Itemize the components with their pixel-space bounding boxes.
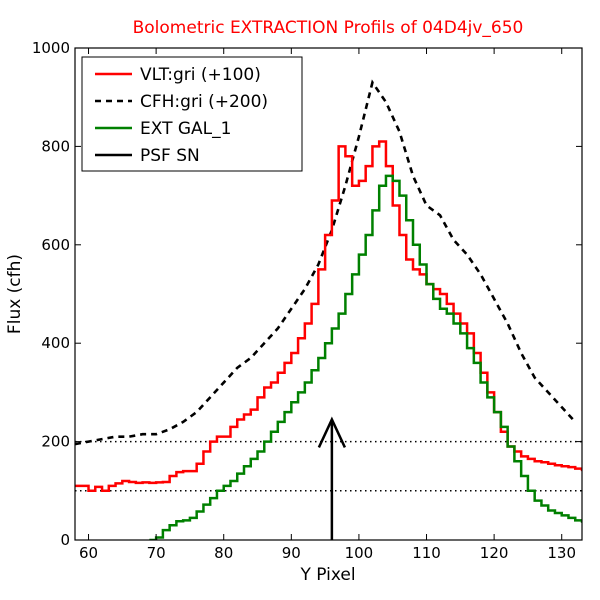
legend-label: EXT GAL_1 bbox=[140, 119, 231, 139]
x-tick-label: 80 bbox=[214, 544, 233, 562]
x-tick-label: 90 bbox=[282, 544, 301, 562]
x-tick-label: 130 bbox=[547, 544, 576, 562]
plot-area bbox=[75, 79, 582, 540]
plot-frame bbox=[74, 47, 583, 541]
legend-label: CFH:gri (+200) bbox=[140, 92, 268, 112]
x-tick-label: 100 bbox=[345, 544, 374, 562]
y-tick-label: 200 bbox=[41, 433, 70, 451]
y-tick-label: 0 bbox=[60, 531, 70, 549]
x-axis-label: Y Pixel bbox=[299, 565, 355, 585]
x-tick-label: 70 bbox=[147, 544, 166, 562]
series-line-ext-gal-1 bbox=[149, 174, 582, 540]
chart-title: Bolometric EXTRACTION Profils of 04D4jv_… bbox=[133, 18, 524, 38]
legend-label: PSF SN bbox=[140, 146, 200, 166]
x-tick-label: 60 bbox=[79, 544, 98, 562]
y-tick-label: 400 bbox=[41, 334, 70, 352]
legend: VLT:gri (+100) CFH:gri (+200) EXT GAL_1 PSF… bbox=[81, 56, 303, 172]
y-tick-label: 600 bbox=[41, 236, 70, 254]
y-tick-label: 800 bbox=[41, 137, 70, 155]
y-axis-label: Flux (cfh) bbox=[5, 254, 25, 334]
legend-box bbox=[81, 56, 303, 172]
legend-label: VLT:gri (+100) bbox=[140, 65, 261, 85]
x-tick-label: 110 bbox=[412, 544, 441, 562]
y-tick-label: 1000 bbox=[32, 39, 70, 57]
psf-arrowhead bbox=[317, 416, 347, 448]
series-line-vlt-gri-100 bbox=[75, 140, 582, 493]
x-tick-label: 120 bbox=[480, 544, 509, 562]
axes: 60 70 80 90 100 110 120 130 0 200 400 600 800 1000 bbox=[32, 39, 582, 562]
